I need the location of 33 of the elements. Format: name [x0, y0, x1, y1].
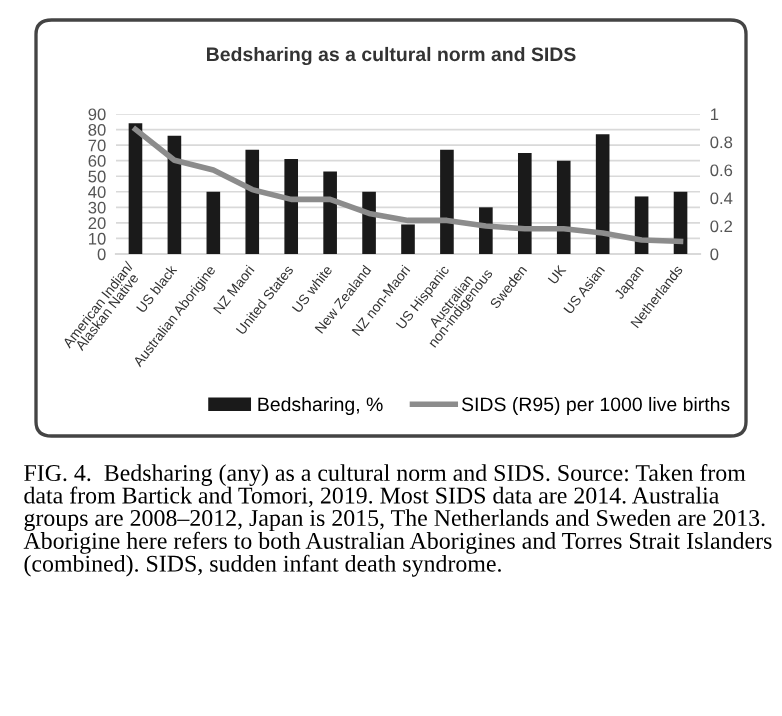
y2-tick-label: 0	[710, 248, 719, 261]
y2-tick-label: 1	[710, 108, 719, 121]
y-tick-label: 60	[88, 155, 106, 167]
y2-tick-label: 0.2	[710, 220, 733, 233]
bar	[362, 191, 376, 254]
y-tick-label: 40	[88, 186, 106, 198]
y-tick-label: 20	[88, 217, 106, 230]
y-tick-label: 30	[88, 201, 106, 214]
y2-tick-label: 0.4	[710, 192, 733, 205]
y-tick-label: 0	[97, 248, 106, 261]
y2-tick-label: 0.6	[710, 164, 733, 177]
y-tick-label: 80	[88, 123, 106, 136]
bar	[206, 191, 221, 254]
bar	[128, 123, 143, 254]
bar	[284, 159, 299, 254]
legend-label: Bedsharing, %	[258, 396, 383, 416]
bar	[401, 224, 415, 254]
caption: FIG. 4. Bedsharing (any) as a cultural norm and SIDS. Source: Taken from data from Bartick and Tomori, 2019. Most SIDS data are 2014. Australia groups are 2008–2012, Japan is 2015, The Netherlands and Sweden are 2013. Aborigine here refers to both Australian Aborigines and Torres Strait Islanders (combined). SIDS, sudden infant death syndrome.	[23, 464, 772, 577]
y-tick-label: 90	[88, 108, 106, 121]
y-tick-label: 50	[88, 170, 106, 183]
bar	[440, 149, 454, 254]
y2-tick-label: 0.8	[710, 136, 733, 149]
legend-label: SIDS (R95) per 1000 live births	[461, 396, 730, 416]
chart-title: Bedsharing as a cultural norm and SIDS	[207, 46, 576, 66]
bar	[556, 160, 571, 254]
y-tick-label: 70	[88, 139, 106, 152]
bar	[245, 149, 260, 254]
line-series	[132, 126, 684, 245]
bar	[323, 171, 337, 254]
y-tick-label: 10	[89, 232, 106, 245]
bar	[595, 134, 610, 254]
bar	[167, 135, 182, 254]
bar	[517, 152, 532, 254]
